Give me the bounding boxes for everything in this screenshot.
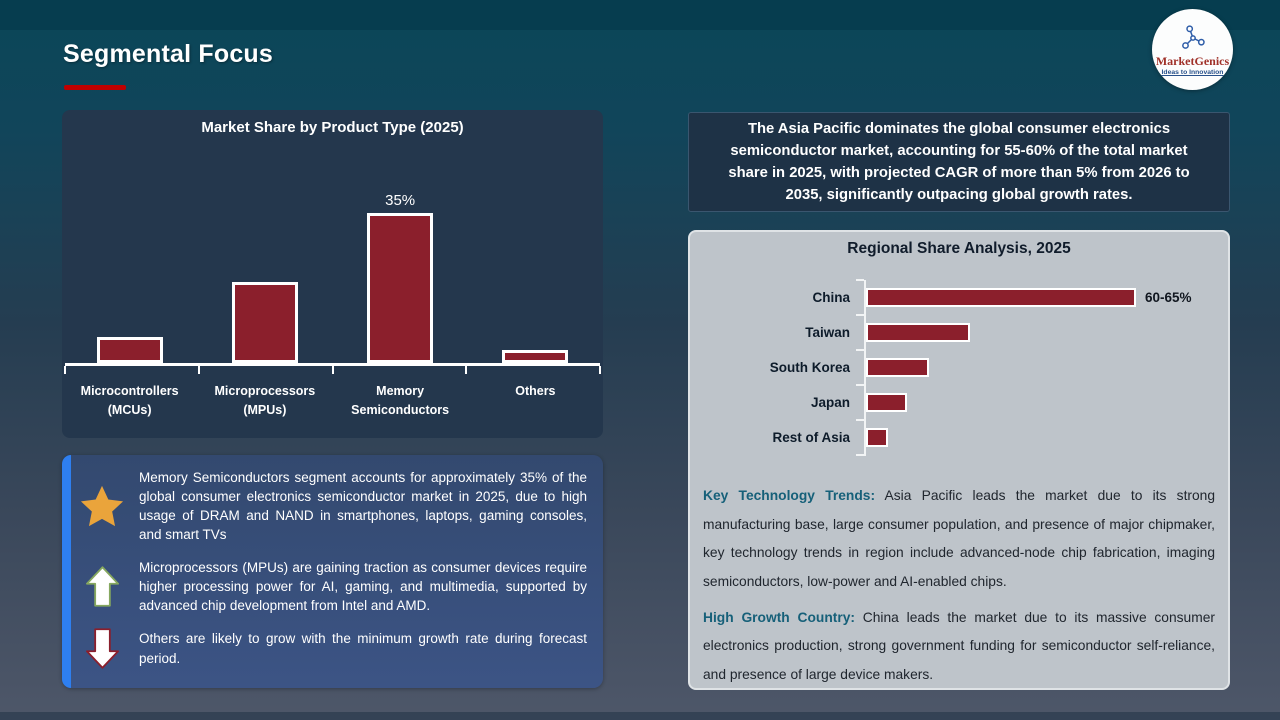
insight-text: Others are likely to grow with the minim… [139,631,587,666]
apac-callout-box: The Asia Pacific dominates the global co… [688,112,1230,212]
bar-data-label: 60-65% [1145,290,1192,305]
regional-chart-title: Regional Share Analysis, 2025 [847,240,1071,257]
logo-tagline-text: Ideas to Innovation [1161,69,1224,76]
page-title: Segmental Focus [63,40,273,68]
axis-tick [856,454,864,456]
region-bar [866,393,907,412]
bar-slot [468,163,603,363]
note-paragraph: High Growth Country: China leads the mar… [703,604,1215,690]
list-item: Memory Semiconductors segment accounts f… [78,468,587,545]
insights-box: Memory Semiconductors segment accounts f… [62,455,603,688]
x-axis-line [65,363,600,366]
table-row: China 60-65% [690,280,1218,315]
axis-tick [64,366,66,374]
axis-tick [465,366,468,374]
product-bar [367,213,434,363]
down-arrow-icon [78,628,126,669]
insights-items: Memory Semiconductors segment accounts f… [78,468,587,669]
axis-tick [856,314,864,316]
table-row: Taiwan [690,315,1218,350]
bar-slot [62,163,197,363]
product-chart-title: Market Share by Product Type (2025) [201,119,464,136]
table-row: South Korea [690,350,1218,385]
insights-accent-bar [62,455,71,688]
bottom-band [0,712,1280,720]
molecule-icon [1181,25,1205,49]
category-label: Microcontrollers (MCUs) [80,384,179,417]
category-labels-row: Microcontrollers (MCUs) Microprocessors (… [62,382,603,420]
axis-tick [599,366,601,374]
star-icon [78,483,126,529]
top-band [0,0,1280,30]
bar-slot [197,163,332,363]
bar-data-label: 35% [385,192,416,209]
region-label: South Korea [769,360,850,375]
y-axis-line [864,280,866,456]
axis-tick [856,279,864,281]
regional-notes: Key Technology Trends: Asia Pacific lead… [703,482,1215,697]
apac-callout-text: The Asia Pacific dominates the global co… [728,120,1190,204]
axis-tick [856,349,864,351]
title-underline-accent [64,85,126,90]
regional-chart-plot: China 60-65% Taiwan South Korea Japan Rest of… [690,279,1228,456]
regional-panel: Regional Share Analysis, 2025 China 60-65… [688,230,1230,690]
marketgenics-logo: MarketGenics Ideas to Innovation [1152,9,1233,90]
axis-tick [331,366,334,374]
region-bar [866,288,1136,307]
product-bar [231,282,298,363]
region-label: Taiwan [805,325,850,340]
logo-brand-text: MarketGenics [1155,54,1230,68]
region-bar [866,358,929,377]
region-label: Rest of Asia [772,430,850,445]
region-label: China [812,290,850,305]
insight-text: Microprocessors (MPUs) are gaining tract… [139,559,587,613]
product-bar [96,337,163,363]
note-text: China leads the market due to its massiv… [703,609,1215,683]
note-label: High Growth Country: [703,609,855,625]
product-chart-panel: Market Share by Product Type (2025) 35% … [62,110,603,438]
axis-tick [856,384,864,386]
axis-tick [197,366,200,374]
category-label: Memory Semiconductors [351,384,450,417]
region-bar [866,323,970,342]
list-item: Others are likely to grow with the minim… [78,628,587,669]
category-label: Others [515,384,556,398]
insight-text: Memory Semiconductors segment accounts f… [139,470,587,543]
category-label: Microprocessors (MPUs) [214,384,316,417]
region-label: Japan [810,395,850,410]
product-chart-plot: 35% [62,146,603,374]
note-paragraph: Key Technology Trends: Asia Pacific lead… [703,482,1215,597]
list-item: Microprocessors (MPUs) are gaining tract… [78,558,587,615]
table-row: Japan [690,385,1218,420]
up-arrow-icon [78,566,126,607]
table-row: Rest of Asia [690,420,1218,455]
note-label: Key Technology Trends: [703,488,876,503]
region-bar [866,428,888,447]
axis-tick [856,419,864,421]
product-bar [502,350,569,363]
note-text: Asia Pacific leads the market due to its… [703,488,1216,590]
x-axis-ticks [64,366,601,374]
bar-slot: 35% [333,163,468,363]
